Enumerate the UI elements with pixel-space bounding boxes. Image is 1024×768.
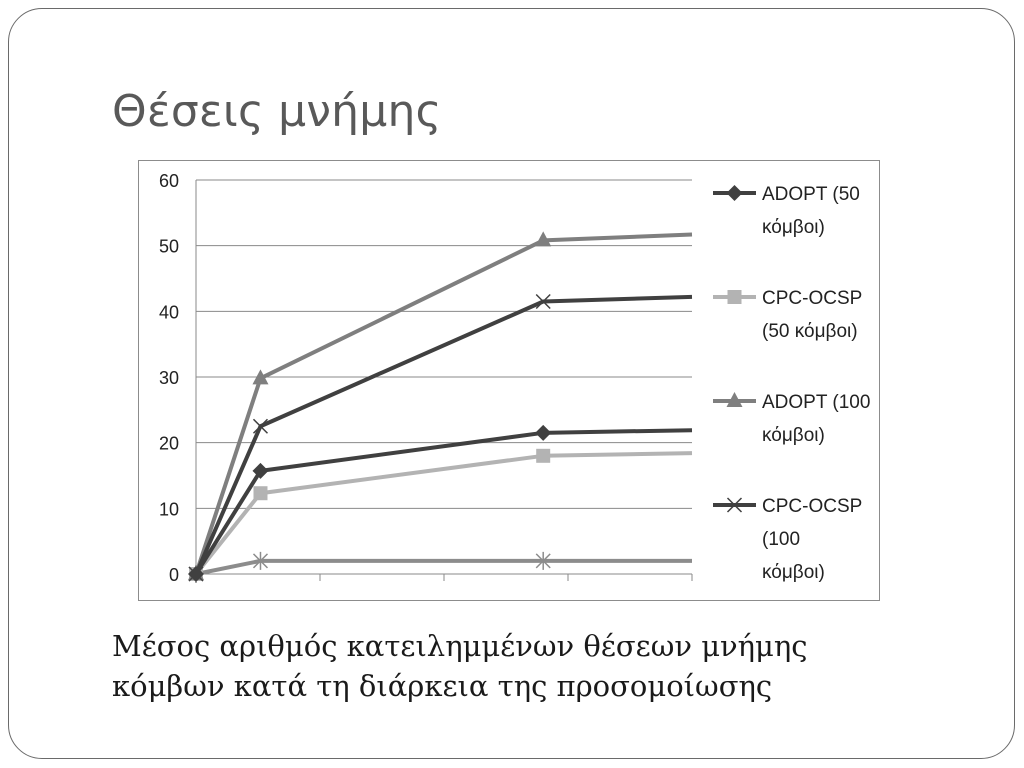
data-point [535, 231, 552, 247]
caption-line-2: κόμβων κατά τη διάρκεια της προσομοίωσης [112, 669, 773, 703]
slide-title: Θέσεις μνήμης [112, 86, 442, 137]
data-point [535, 551, 551, 570]
y-tick-label: 20 [159, 434, 179, 454]
legend-label: ADOPT (50 [762, 184, 860, 205]
legend-marker [726, 497, 743, 513]
legend-marker [726, 392, 743, 407]
data-point [252, 418, 269, 434]
y-tick-label: 50 [159, 237, 179, 257]
legend-marker [727, 290, 742, 304]
legend-label: κόμβοι) [762, 562, 825, 583]
series-line [194, 294, 693, 575]
data-point [252, 462, 269, 479]
series-line [194, 428, 693, 576]
data-point [535, 293, 551, 310]
line-chart: 0 10 20 30 40 50 60 ADOPT (50 κόμβοι) CPC-OCSP (50… [159, 171, 870, 585]
caption-line-1: Μέσος αριθμός κατειλημμένων θέσεων μνήμη… [112, 629, 808, 663]
legend-marker [726, 185, 743, 201]
data-point [252, 369, 269, 385]
data-point [188, 566, 204, 582]
data-point [535, 424, 552, 441]
data-point [253, 486, 268, 501]
series-line [195, 558, 692, 576]
legend-label: CPC-OCSP [762, 496, 862, 517]
legend-label: κόμβοι) [762, 425, 825, 446]
y-tick-label: 0 [169, 565, 179, 585]
legend-label: (100 [762, 529, 800, 550]
series-line [194, 451, 693, 576]
legend-label: CPC-OCSP [762, 288, 862, 309]
legend-label: (50 κόμβοι) [762, 321, 858, 342]
data-point [252, 551, 269, 570]
chart-caption: Μέσος αριθμός κατειλημμένων θέσεων μνήμη… [112, 626, 808, 706]
y-tick-label: 40 [159, 302, 179, 322]
legend-label: κόμβοι) [762, 217, 825, 238]
y-tick-label: 10 [159, 499, 179, 519]
series-line [194, 232, 693, 575]
chart-container: 0 10 20 30 40 50 60 ADOPT (50 κόμβοι) CPC-OCSP (50… [138, 160, 880, 601]
y-tick-label: 30 [159, 368, 179, 388]
legend-label: ADOPT (100 [762, 392, 870, 413]
data-point [536, 448, 551, 463]
y-tick-label: 60 [159, 171, 179, 191]
